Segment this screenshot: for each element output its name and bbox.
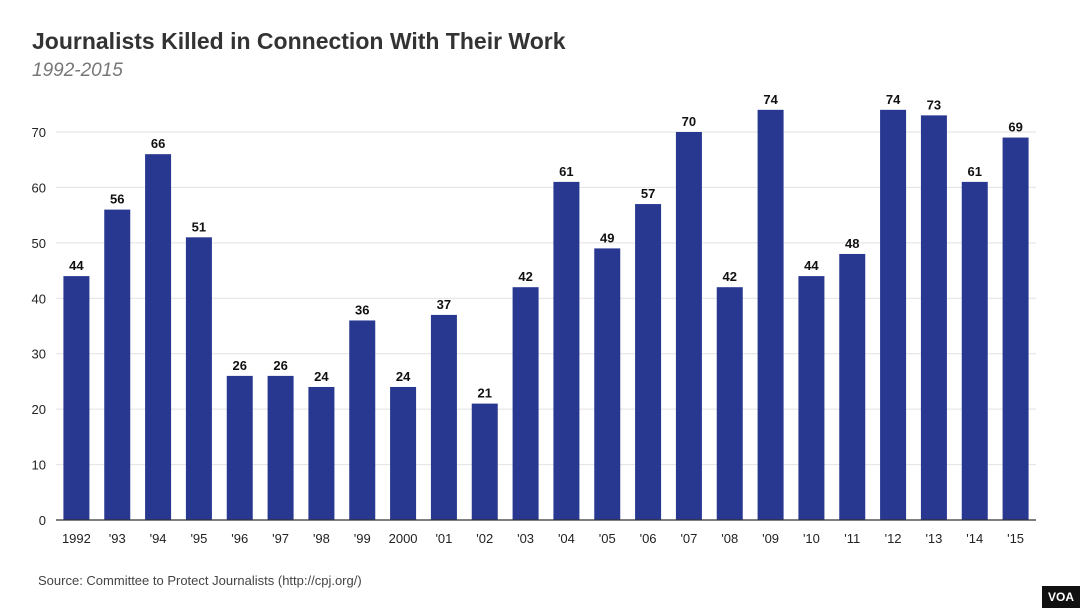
x-tick-label: '04: [558, 531, 575, 546]
data-label: 42: [723, 269, 737, 284]
bar: [798, 276, 825, 520]
bar: [390, 386, 417, 520]
y-tick-label: 60: [32, 180, 46, 195]
bar: [471, 403, 498, 520]
bar: [1002, 137, 1029, 521]
bar: [920, 115, 947, 520]
x-tick-label: '96: [231, 531, 248, 546]
y-tick-label: 30: [32, 347, 46, 362]
data-label: 36: [355, 302, 369, 317]
bar: [594, 248, 621, 520]
x-tick-label: '94: [150, 531, 167, 546]
chart-title: Journalists Killed in Connection With Th…: [32, 28, 566, 54]
bar: [185, 237, 212, 521]
bar: [63, 276, 90, 520]
bar: [145, 154, 172, 520]
data-label: 44: [804, 258, 819, 273]
bar: [961, 181, 988, 520]
bar: [104, 209, 131, 520]
bar: [757, 109, 784, 520]
bar: [716, 287, 743, 520]
x-tick-label: '08: [721, 531, 738, 546]
source-note: Source: Committee to Protect Journalists…: [38, 573, 362, 588]
x-tick-label: '12: [885, 531, 902, 546]
data-label: 70: [682, 114, 696, 129]
data-label: 74: [886, 92, 901, 107]
bar: [839, 253, 866, 520]
x-tick-label: '14: [966, 531, 983, 546]
data-label: 66: [151, 136, 165, 151]
y-tick-label: 40: [32, 291, 46, 306]
bar: [512, 287, 539, 520]
y-tick-label: 10: [32, 458, 46, 473]
x-tick-label: '03: [517, 531, 534, 546]
data-label: 21: [478, 386, 492, 401]
x-tick-label: '13: [925, 531, 942, 546]
x-tick-label: '01: [435, 531, 452, 546]
x-tick-label: '97: [272, 531, 289, 546]
bar: [675, 132, 702, 520]
x-tick-label: '95: [190, 531, 207, 546]
chart-subtitle: 1992-2015: [32, 60, 123, 81]
x-tick-label: '07: [680, 531, 697, 546]
bar: [267, 375, 294, 520]
bar: [880, 109, 907, 520]
y-tick-label: 0: [39, 513, 46, 528]
x-tick-label: 1992: [62, 531, 91, 546]
x-tick-label: '10: [803, 531, 820, 546]
data-label: 24: [314, 369, 329, 384]
data-label: 26: [233, 358, 247, 373]
data-label: 69: [1008, 120, 1022, 135]
data-label: 24: [396, 369, 411, 384]
data-label: 37: [437, 297, 451, 312]
y-tick-label: 70: [32, 125, 46, 140]
x-tick-label: '15: [1007, 531, 1024, 546]
bar: [635, 204, 662, 521]
bar: [308, 386, 335, 520]
data-label: 49: [600, 230, 614, 245]
x-tick-label: '09: [762, 531, 779, 546]
y-tick-label: 50: [32, 236, 46, 251]
x-tick-label: '11: [844, 531, 860, 546]
x-tick-label: '06: [640, 531, 657, 546]
data-label: 61: [559, 164, 573, 179]
data-label: 42: [518, 269, 532, 284]
x-tick-label: 2000: [389, 531, 418, 546]
voa-logo: VOA: [1042, 586, 1080, 608]
data-label: 48: [845, 236, 859, 251]
data-label: 57: [641, 186, 655, 201]
data-label: 51: [192, 219, 206, 234]
bar: [226, 375, 253, 520]
bar: [430, 314, 457, 520]
data-label: 44: [69, 258, 84, 273]
y-tick-label: 20: [32, 402, 46, 417]
bar: [553, 181, 580, 520]
bar: [349, 320, 376, 520]
data-label: 74: [763, 92, 778, 107]
data-label: 61: [968, 164, 982, 179]
data-label: 73: [927, 97, 941, 112]
x-tick-label: '98: [313, 531, 330, 546]
x-tick-label: '02: [476, 531, 493, 546]
data-label: 26: [273, 358, 287, 373]
x-tick-label: '93: [109, 531, 126, 546]
x-tick-label: '99: [354, 531, 371, 546]
data-label: 56: [110, 192, 124, 207]
x-tick-label: '05: [599, 531, 616, 546]
